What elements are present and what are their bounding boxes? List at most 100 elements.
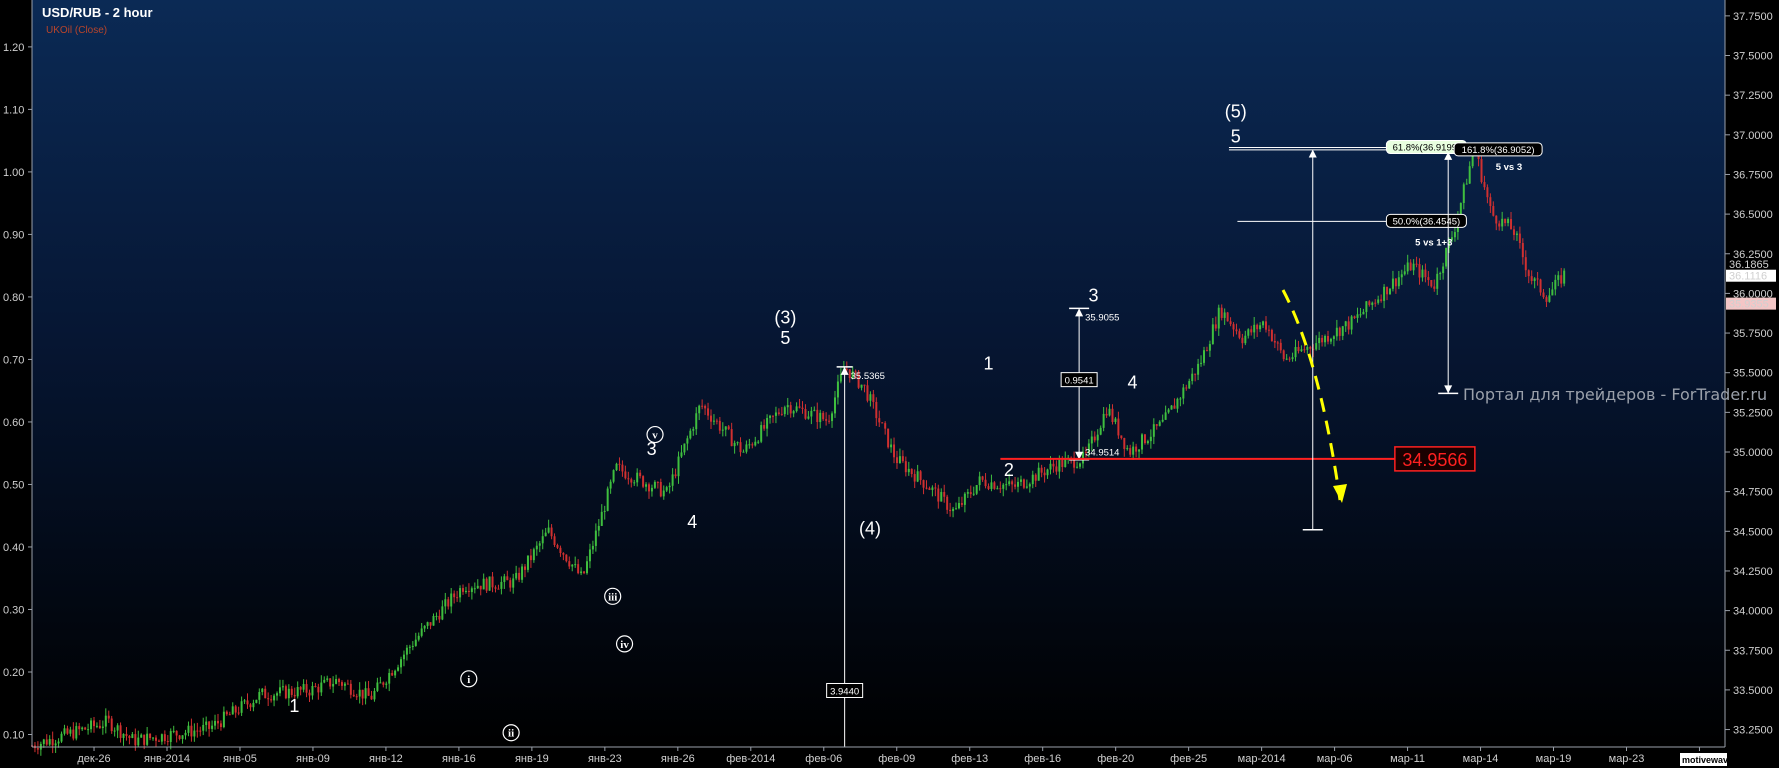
candle-body — [1155, 424, 1158, 426]
candle-body — [1309, 346, 1312, 349]
candle-body — [400, 659, 403, 668]
right-tick-label: 37.5000 — [1733, 51, 1773, 63]
candle-body — [807, 416, 810, 419]
candle-body — [503, 576, 506, 582]
candle-body — [1173, 405, 1176, 409]
candle-body — [1371, 302, 1374, 305]
wave3-arrow-icon — [840, 366, 849, 375]
candle-body — [769, 415, 772, 419]
plot-background — [32, 0, 1725, 747]
candle-body — [857, 371, 860, 388]
candle-body — [219, 723, 222, 728]
candle-body — [1329, 338, 1332, 342]
candle-body — [588, 549, 591, 562]
candle-body — [1326, 335, 1329, 342]
candle-body — [1530, 276, 1533, 281]
candle-body — [532, 549, 535, 561]
candle-body — [57, 741, 60, 744]
candle-body — [382, 682, 385, 685]
candle-body — [975, 485, 978, 494]
candle-body — [627, 478, 630, 480]
candle-body — [1495, 215, 1498, 224]
candle-body — [1232, 324, 1235, 330]
subwave-arrow-down-icon — [1075, 451, 1084, 460]
watermark-text: Портал для трейдеров - ForTrader.ru — [1463, 385, 1767, 404]
svg-text:motivewave.com: motivewave.com — [1682, 755, 1754, 765]
right-tick-label: 34.0000 — [1733, 606, 1773, 618]
candle-body — [388, 672, 391, 684]
candle-body — [84, 727, 87, 730]
candles — [31, 147, 1566, 756]
candle-body — [639, 472, 642, 477]
candle-body — [804, 409, 807, 419]
candle-body — [754, 441, 757, 446]
circled-wave-label: ii — [508, 728, 514, 740]
candle-body — [828, 420, 831, 422]
candle-body — [346, 683, 349, 685]
right-tick-label: 33.2500 — [1733, 725, 1773, 737]
candle-body — [875, 401, 878, 419]
candle-body — [349, 683, 352, 695]
candle-body — [225, 711, 228, 715]
candle-body — [934, 487, 937, 489]
candle-body — [1149, 436, 1152, 442]
candle-body — [376, 682, 379, 691]
candle-body — [863, 384, 866, 386]
candle-body — [1223, 312, 1226, 318]
candle-body — [529, 555, 532, 561]
right-tick-label: 37.7500 — [1733, 11, 1773, 23]
candle-body — [565, 554, 568, 562]
candle-body — [1046, 469, 1049, 476]
candle-body — [919, 471, 922, 481]
candle-body — [1170, 405, 1173, 410]
candle-body — [1194, 373, 1197, 375]
candle-body — [140, 734, 143, 738]
candle-body — [1064, 458, 1067, 467]
candle-body — [526, 555, 529, 570]
candle-body — [104, 715, 107, 727]
candle-body — [869, 394, 872, 401]
candle-body — [650, 487, 653, 492]
candle-body — [1504, 218, 1507, 224]
fib-b-caption: 5 vs 1+3 — [1415, 237, 1452, 248]
candle-body — [237, 712, 240, 714]
candle-body — [1099, 427, 1102, 435]
candle-body — [586, 561, 589, 574]
candle-body — [417, 635, 420, 640]
candle-body — [1483, 182, 1486, 188]
subwave-bottom-label: 34.9514 — [1085, 448, 1119, 459]
right-tick-label: 35.5000 — [1733, 368, 1773, 380]
right-tick-label: 36.0000 — [1733, 288, 1773, 300]
candle-body — [816, 409, 819, 423]
candle-body — [261, 688, 264, 693]
candle-body — [1073, 457, 1076, 468]
candle-body — [202, 724, 205, 731]
candle-body — [214, 720, 217, 726]
candle-body — [81, 727, 84, 730]
candle-body — [69, 729, 72, 734]
candle-body — [497, 588, 500, 590]
candle-body — [1129, 448, 1132, 455]
candle-body — [473, 588, 476, 590]
candle-body — [907, 468, 910, 473]
candle-body — [143, 734, 146, 745]
x-tick-label: мар-2014 — [1238, 753, 1286, 765]
x-tick-label: мар-06 — [1317, 753, 1353, 765]
candle-body — [367, 688, 370, 696]
candle-body — [335, 679, 338, 684]
candle-body — [1217, 307, 1220, 329]
candle-body — [1442, 266, 1445, 274]
candle-body — [1143, 434, 1146, 444]
candle-body — [1450, 237, 1453, 241]
candle-body — [175, 730, 178, 736]
candle-body — [993, 482, 996, 489]
candle-body — [949, 509, 952, 512]
candle-body — [48, 739, 51, 745]
candle-body — [615, 463, 618, 471]
candle-body — [600, 511, 603, 526]
right-tick-label: 34.7500 — [1733, 487, 1773, 499]
candle-body — [131, 734, 134, 738]
x-tick-label: янв-26 — [661, 753, 695, 765]
candle-body — [1270, 329, 1273, 341]
